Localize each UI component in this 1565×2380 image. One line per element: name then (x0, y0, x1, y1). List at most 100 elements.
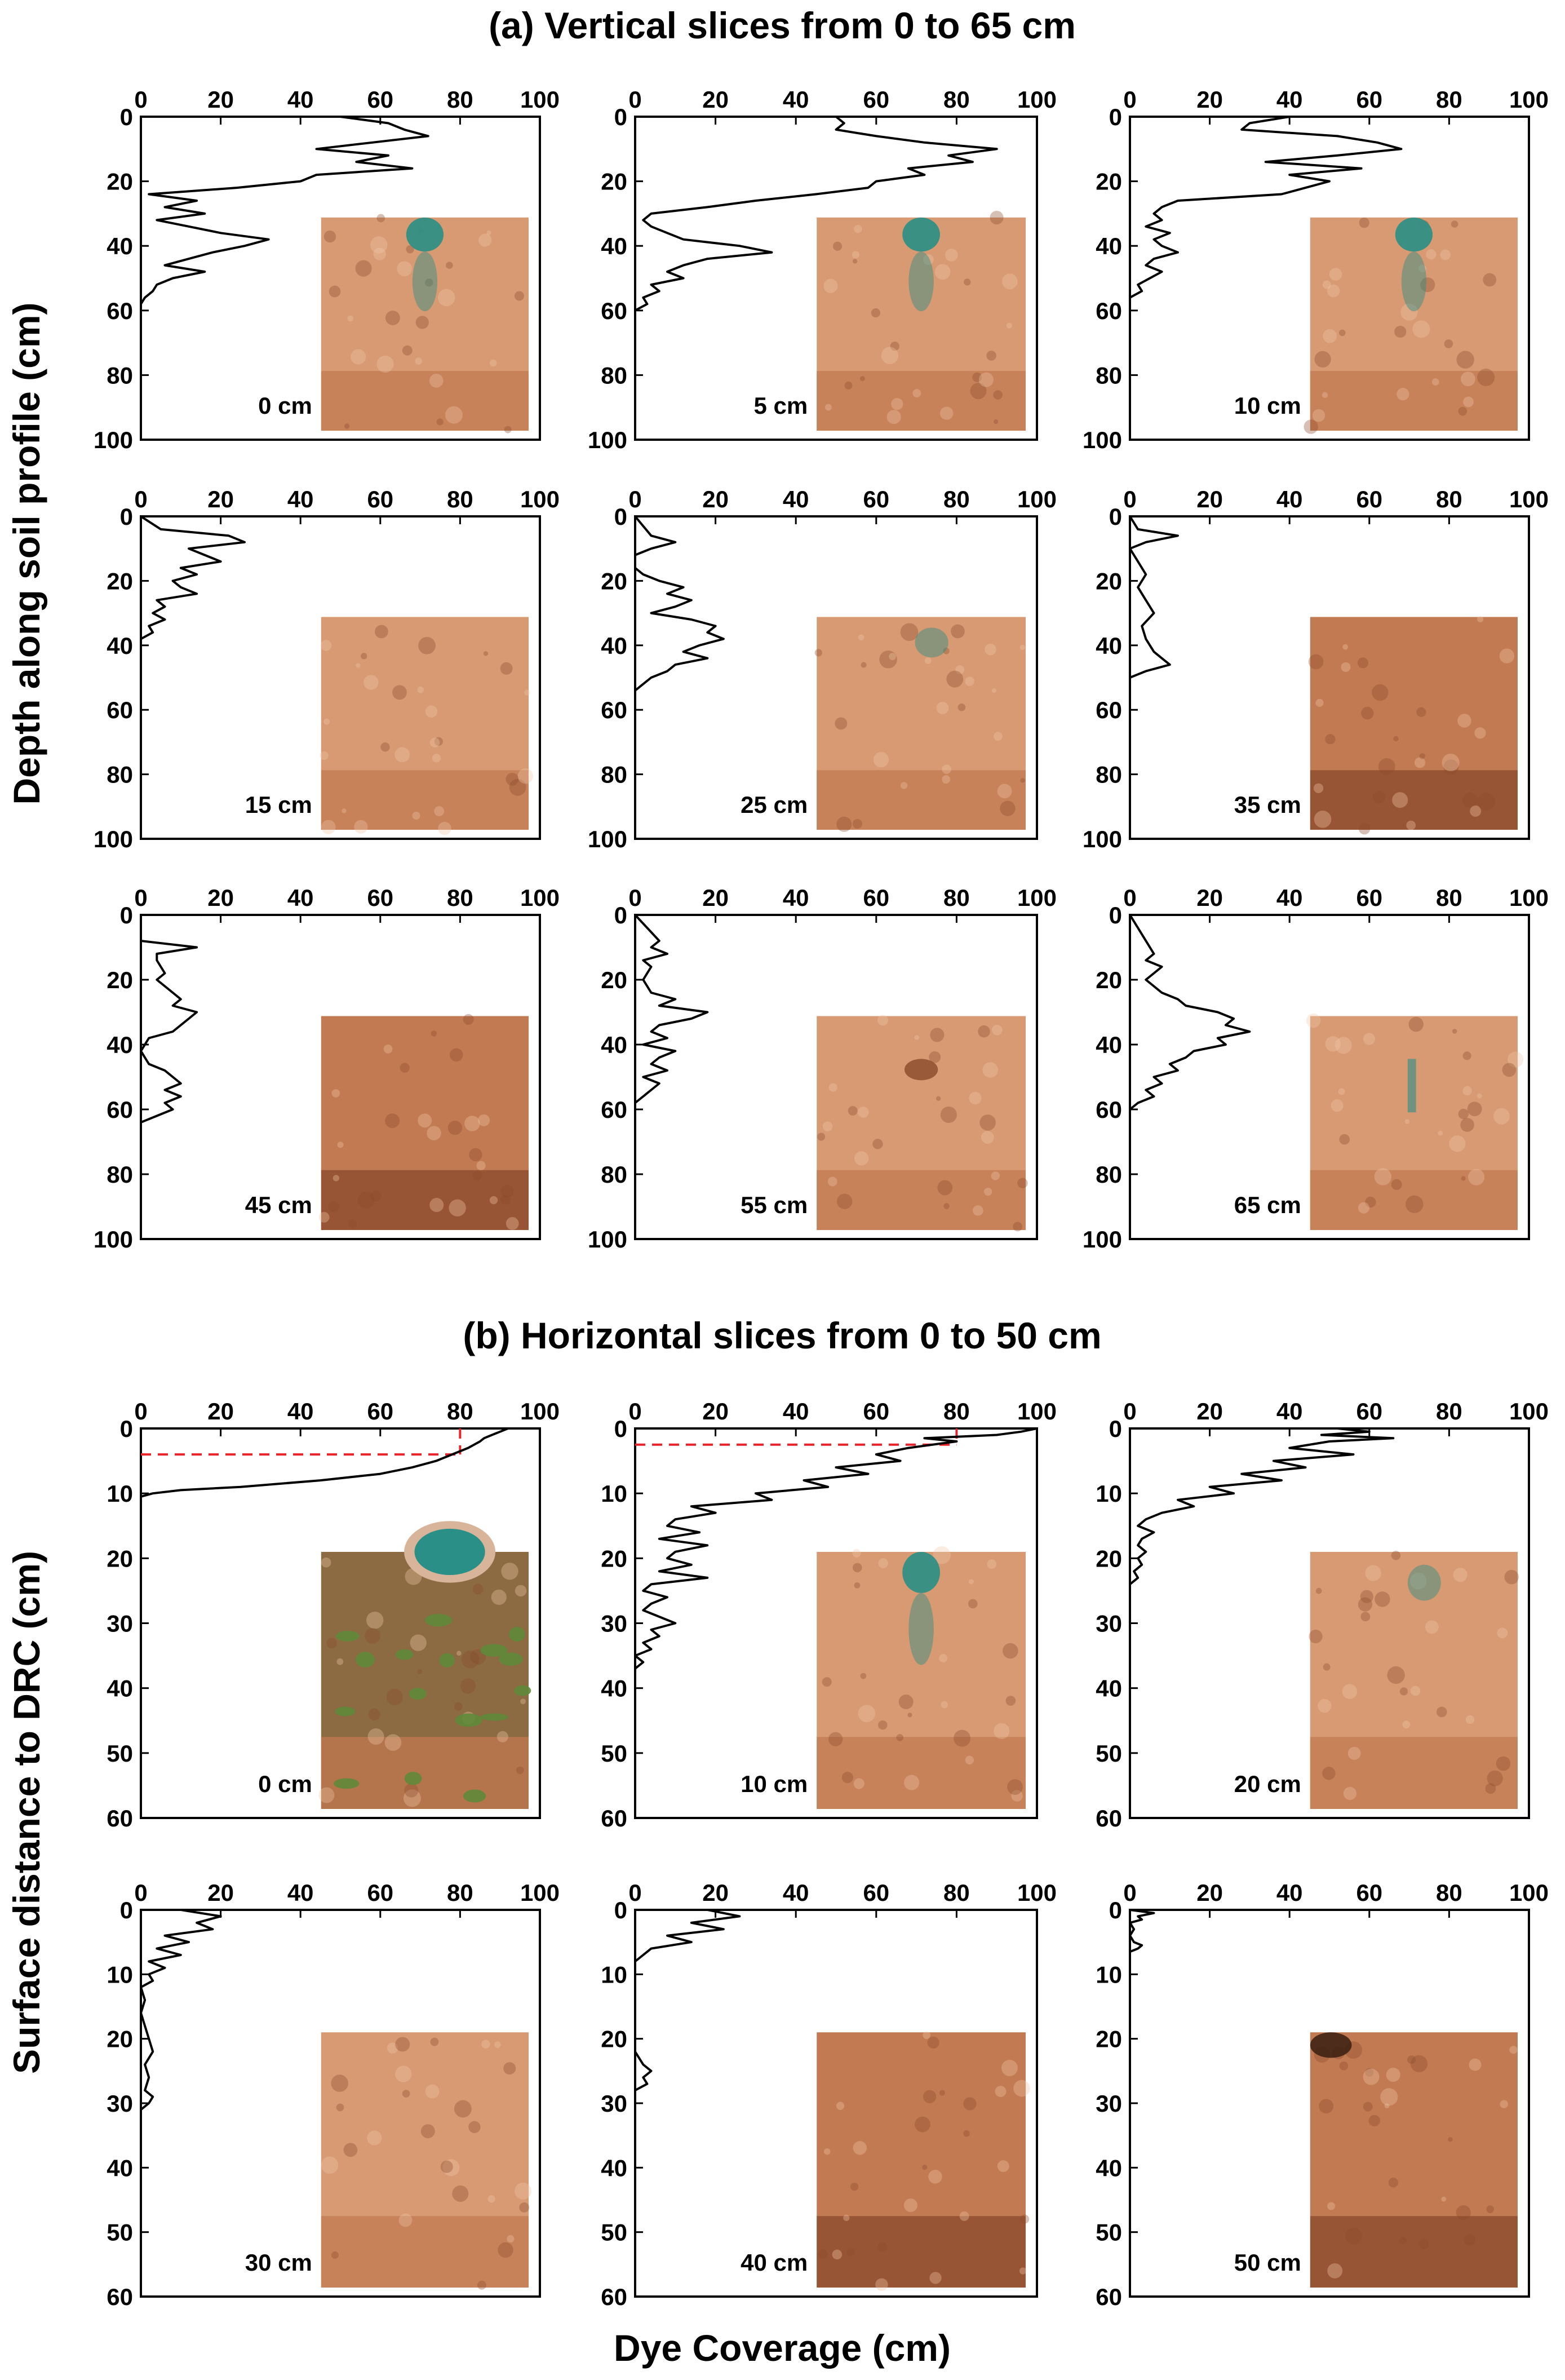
x-tick-label: 100 (520, 86, 560, 113)
photo-texture-speck (507, 2235, 515, 2243)
photo-texture-speck (832, 241, 843, 251)
photo-texture-speck (827, 1176, 837, 1187)
x-tick-label: 20 (702, 486, 729, 512)
photo-texture-speck (1342, 1684, 1358, 1699)
y-tick-label: 40 (107, 1032, 133, 1058)
x-tick-label: 40 (1276, 486, 1303, 512)
photo-texture-speck (1457, 714, 1471, 728)
y-tick-label: 100 (94, 427, 133, 453)
photo-texture-speck (1358, 1597, 1373, 1612)
photo-texture-speck (1001, 2059, 1018, 2076)
photo-inset (321, 214, 529, 433)
panel-label: 40 cm (741, 2249, 808, 2276)
x-tick-label: 40 (287, 1398, 314, 1425)
y-tick-label: 0 (1109, 503, 1122, 530)
panel-label: 50 cm (1234, 2249, 1301, 2276)
photo-texture-speck (900, 782, 908, 789)
dye-stain (902, 217, 940, 252)
photo-texture-speck (1497, 1627, 1508, 1639)
section-b-title: (b) Horizontal slices from 0 to 50 cm (463, 1315, 1101, 1356)
photo-lower-band (817, 1737, 1026, 1809)
x-axis-title: Dye Coverage (cm) (614, 2327, 951, 2369)
x-tick-label: 100 (1017, 884, 1057, 911)
photo-texture-speck (978, 1025, 990, 1038)
photo-texture-speck (1331, 1099, 1344, 1112)
photo-texture-speck (500, 1184, 514, 1198)
panel-a3: 0 20 40 60 80 100 0 20 40 60 80 100 10 cm (1083, 86, 1549, 453)
photo-texture-speck (1452, 1029, 1457, 1034)
photo-texture-speck (1461, 371, 1475, 387)
photo-texture-speck (1339, 1134, 1350, 1145)
photo-texture-speck (370, 236, 388, 254)
photo-texture-speck (323, 230, 336, 243)
photo-texture-speck (978, 372, 994, 387)
photo-texture-speck (355, 260, 372, 277)
photo-lower-band (817, 371, 1026, 431)
photo-lower-band (321, 2216, 529, 2288)
photo-texture-speck (1341, 662, 1351, 672)
photo-texture-speck (398, 2213, 413, 2227)
plot-frame (634, 515, 1038, 840)
x-tick-label: 80 (447, 486, 473, 512)
y-tick-label: 60 (601, 2284, 627, 2310)
photo-texture-speck (924, 657, 932, 665)
photo-texture-speck (844, 381, 853, 390)
photo-texture-speck (886, 410, 901, 424)
photo-texture-speck (1347, 1746, 1361, 1760)
photo-texture-speck (872, 1139, 883, 1149)
photo-texture-speck (400, 1063, 410, 1073)
photo-texture-speck (1438, 1130, 1443, 1136)
photo-lower-band (1310, 770, 1518, 830)
photo-texture-speck (418, 1113, 432, 1128)
y-tick-label: 100 (94, 826, 133, 852)
photo-texture-speck (477, 2280, 486, 2290)
photo-texture-speck (929, 2272, 942, 2284)
photo-texture-speck (403, 1789, 421, 1807)
photo-texture-speck (995, 2086, 1007, 2098)
photo-texture-speck (940, 1106, 957, 1123)
photo-texture-speck (337, 1142, 344, 1148)
x-tick-label: 60 (863, 486, 889, 512)
panel-b4: 0 20 40 60 80 100 0 10 20 30 40 50 60 30 cm (107, 1879, 560, 2310)
y-tick-label: 40 (1096, 632, 1122, 659)
plot-frame (140, 515, 541, 840)
photo-texture-speck (860, 376, 865, 381)
photo-texture-speck (1477, 368, 1495, 386)
y-tick-label: 30 (107, 2090, 133, 2117)
x-tick-label: 80 (943, 486, 970, 512)
y-tick-label: 10 (1096, 1961, 1122, 1988)
photo-texture-speck (1394, 325, 1407, 338)
y-tick-label: 40 (1096, 1675, 1122, 1702)
photo-texture-speck (969, 1579, 974, 1585)
photo-texture-speck (1463, 396, 1474, 408)
photo-texture-speck (434, 806, 445, 816)
photo-inset (321, 2032, 532, 2290)
photo-texture-speck (846, 2248, 855, 2256)
photo-texture-speck (520, 1698, 526, 1705)
photo-texture-speck (854, 1582, 861, 1589)
photo-texture-speck (397, 261, 413, 277)
photo-texture-speck (972, 372, 982, 382)
photo-texture-speck (347, 315, 354, 322)
dye-stain (908, 1592, 934, 1665)
photo-texture-speck (354, 820, 368, 834)
photo-texture-speck (1440, 249, 1451, 260)
photo-texture-speck (981, 1131, 994, 1144)
panel-label: 20 cm (1234, 1771, 1301, 1797)
panel-b1: 0 20 40 60 80 100 0 10 20 30 40 50 60 0 cm (107, 1398, 560, 1832)
x-tick-label: 20 (702, 1879, 729, 1906)
photo-texture-speck (395, 2065, 412, 2082)
photo-texture-speck (823, 278, 838, 293)
photo-texture-speck (853, 1778, 864, 1789)
y-tick-label: 0 (1109, 902, 1122, 928)
photo-texture-speck (979, 1114, 996, 1131)
photo-texture-speck (463, 1014, 474, 1025)
photo-texture-speck (927, 2036, 939, 2049)
photo-texture-speck (503, 2062, 516, 2075)
y-tick-label: 0 (614, 902, 627, 928)
photo-texture-speck (1327, 284, 1340, 298)
photo-texture-speck (1327, 2263, 1343, 2279)
photo-texture-speck (418, 636, 436, 654)
x-tick-label: 40 (287, 884, 314, 911)
photo-texture-speck (1309, 1629, 1323, 1644)
